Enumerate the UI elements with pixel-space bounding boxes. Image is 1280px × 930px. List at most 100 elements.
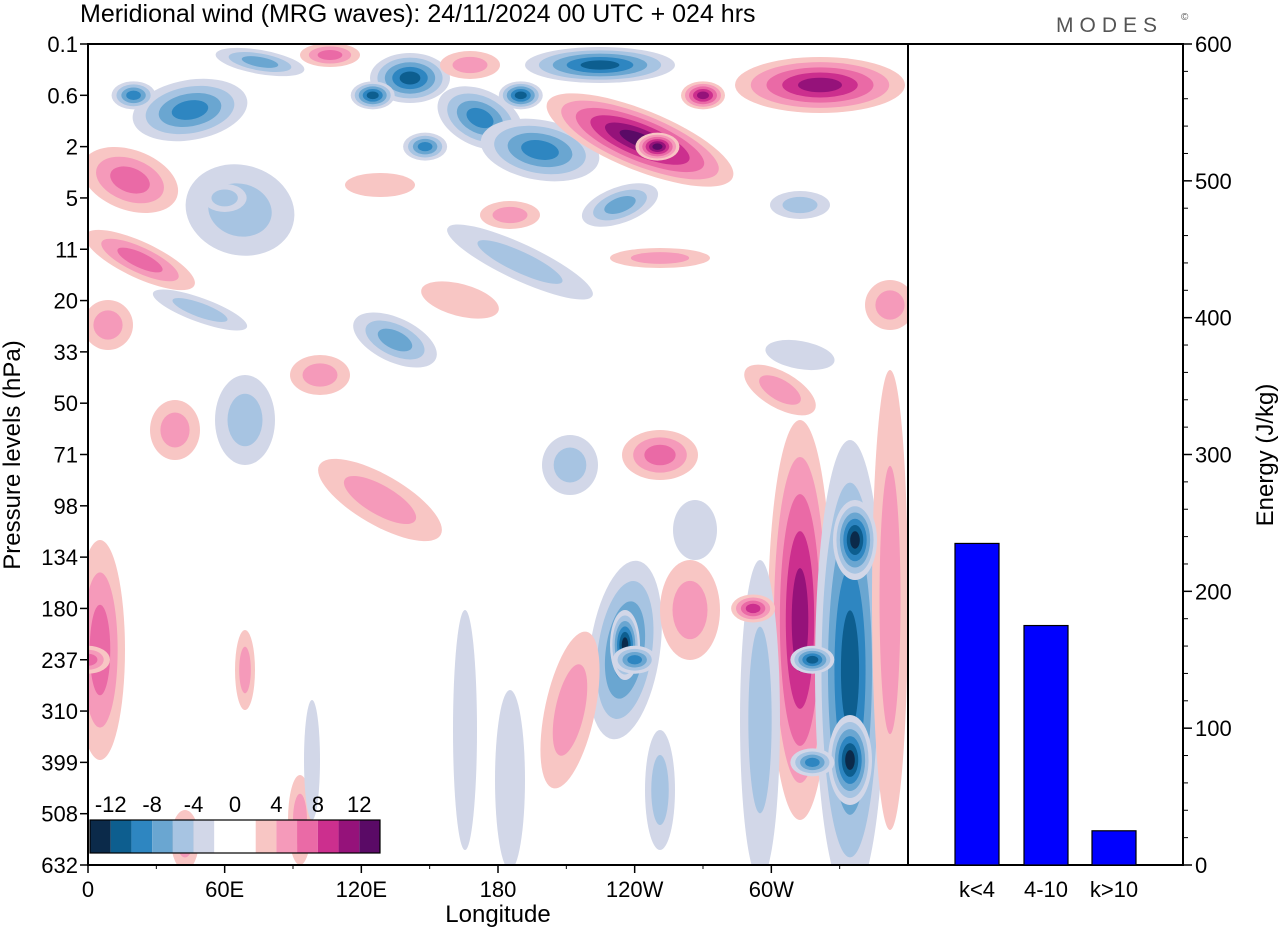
- colorbar-swatch: [359, 820, 380, 853]
- longitude-axis: 0 60E 120E 180 120W 60W: [82, 865, 841, 902]
- colorbar-swatch: [193, 820, 215, 853]
- colorbar-swatch: [297, 820, 318, 853]
- negative-contour: [453, 610, 477, 850]
- positive-contour: [630, 252, 690, 264]
- bar-category-label: k>10: [1090, 877, 1138, 902]
- negative-contour: [765, 339, 835, 371]
- positive-contour: [239, 646, 251, 694]
- brand-logo: MODES: [1056, 14, 1163, 37]
- y-tick-label: 180: [41, 596, 78, 621]
- positive-contour: [672, 580, 708, 640]
- colorbar-label: -8: [142, 792, 162, 817]
- colorbar-swatch: [317, 820, 339, 853]
- energy-tick-label: 100: [1195, 716, 1232, 741]
- y-tick-label: 134: [41, 545, 78, 570]
- brand-copyright-mark: ©: [1181, 12, 1189, 23]
- positive-contour: [791, 568, 809, 672]
- heatmap-contours: [88, 44, 908, 865]
- positive-contour: [343, 475, 417, 525]
- negative-contour: [399, 71, 421, 85]
- negative-contour: [782, 196, 818, 214]
- negative-contour: [553, 447, 587, 483]
- negative-feature-contour: [366, 91, 379, 100]
- positive-contour: [302, 363, 338, 387]
- y-tick-label: 5: [66, 186, 78, 211]
- negative-contour: [171, 100, 209, 120]
- colorbar-swatch: [338, 820, 360, 853]
- x-tick-label: 60W: [749, 877, 794, 902]
- energy-axis: 0 100 200 300 400 500 600: [1183, 32, 1232, 878]
- x-tick-label: 120W: [606, 877, 664, 902]
- colorbar-label: -12: [95, 792, 127, 817]
- y-tick-label: 508: [41, 802, 78, 827]
- energy-bars: k<4 4-10 k>10: [954, 542, 1138, 902]
- negative-contour: [748, 626, 772, 814]
- negative-contour: [673, 500, 717, 560]
- colorbar-swatch: [235, 820, 256, 853]
- colorbar-swatch: [90, 820, 111, 853]
- chart-title: Meridional wind (MRG waves): 24/11/2024 …: [80, 0, 756, 28]
- colorbar-swatch: [110, 820, 132, 853]
- negative-contour: [604, 196, 636, 214]
- positive-contour: [110, 166, 150, 194]
- energy-tick-label: 0: [1195, 853, 1207, 878]
- positive-feature-contour: [697, 91, 709, 100]
- energy-tick-label: 500: [1195, 169, 1232, 194]
- negative-contour: [304, 700, 320, 820]
- negative-feature-contour: [211, 189, 238, 207]
- negative-contour: [845, 750, 855, 770]
- colorbar-frame: [89, 819, 381, 854]
- energy-bar: [1023, 624, 1069, 866]
- colorbar-label: 4: [270, 792, 282, 817]
- negative-contour: [227, 393, 263, 447]
- pressure-axis: 0.1 0.6 2 5 11 20 33 50 71 98 134 180 237 310 399 508 63…: [41, 32, 88, 878]
- y-tick-label: 0.6: [47, 83, 78, 108]
- colorbar-swatch: [255, 820, 277, 853]
- bar-category-label: k<4: [959, 877, 995, 902]
- y-tick-label: 98: [54, 494, 78, 519]
- y-tick-label: 310: [41, 699, 78, 724]
- negative-contour: [850, 531, 860, 549]
- energy-tick-label: 600: [1195, 32, 1232, 57]
- y-tick-label: 237: [41, 648, 78, 673]
- y-tick-label: 2: [66, 135, 78, 160]
- colorbar-swatch: [214, 820, 235, 853]
- negative-feature-contour: [417, 141, 433, 152]
- positive-feature-contour: [88, 653, 98, 666]
- y-tick-label: 11: [55, 237, 78, 262]
- negative-contour: [241, 56, 279, 68]
- y-tick-label: 50: [54, 391, 78, 416]
- energy-tick-label: 400: [1195, 306, 1232, 331]
- negative-contour: [521, 140, 559, 160]
- colorbar-label: 8: [312, 792, 324, 817]
- colorbar-label: -4: [184, 792, 204, 817]
- x-tick-label: 60E: [205, 877, 244, 902]
- positive-contour: [117, 247, 163, 273]
- colorbar-label: 12: [347, 792, 371, 817]
- negative-feature-contour: [805, 757, 820, 768]
- colorbar-swatch: [172, 820, 194, 853]
- positive-feature-contour: [652, 143, 663, 150]
- y-axis-label: Pressure levels (hPa): [0, 340, 26, 569]
- x-axis-label: Longitude: [445, 901, 550, 928]
- y-tick-label: 33: [54, 340, 78, 365]
- energy-tick-label: 200: [1195, 579, 1232, 604]
- positive-contour: [552, 664, 588, 756]
- positive-contour: [160, 412, 190, 448]
- y-tick-label: 399: [41, 750, 78, 775]
- contour-field: [88, 44, 908, 865]
- x-tick-label: 120E: [336, 877, 387, 902]
- negative-feature-contour: [627, 655, 643, 665]
- energy-tick-label: 300: [1195, 443, 1232, 468]
- y-tick-label: 0.1: [47, 32, 78, 57]
- positive-contour: [759, 375, 801, 405]
- positive-contour: [644, 444, 676, 466]
- positive-contour: [492, 206, 528, 224]
- positive-contour: [452, 56, 488, 74]
- positive-contour: [345, 173, 415, 197]
- y-tick-label: 632: [41, 853, 78, 878]
- negative-contour: [466, 107, 494, 129]
- negative-contour: [651, 755, 669, 825]
- y-tick-label: 71: [54, 443, 78, 468]
